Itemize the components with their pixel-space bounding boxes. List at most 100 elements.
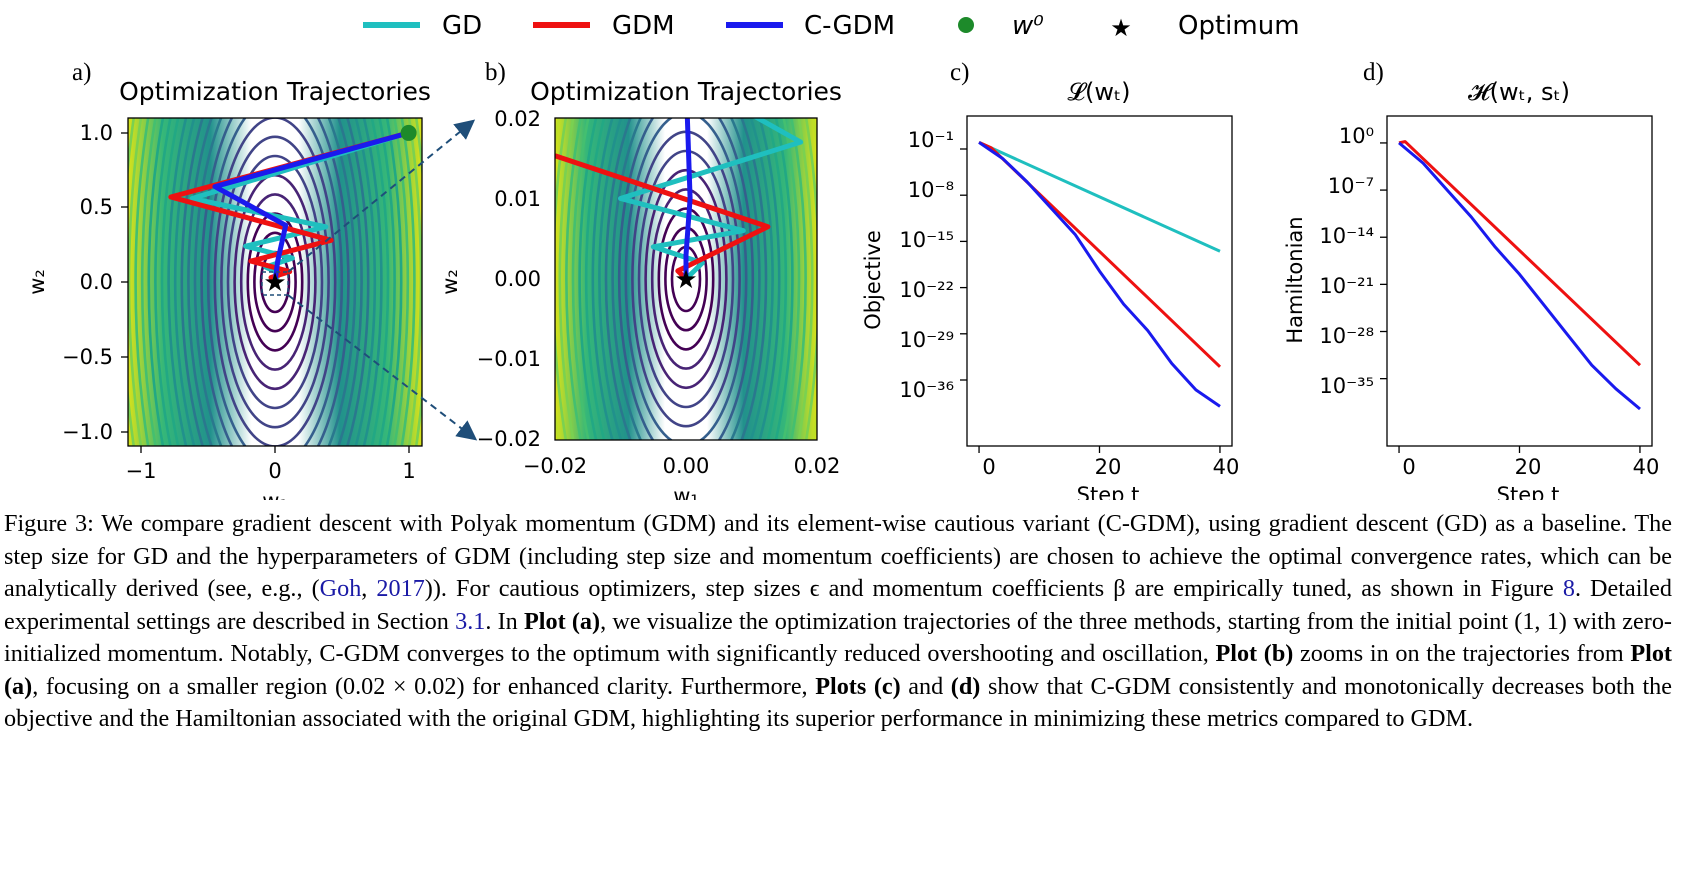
contour-line bbox=[591, 118, 781, 440]
panel-b-trajectories: ★ bbox=[555, 118, 804, 295]
y-tick-label: −0.02 bbox=[477, 427, 541, 451]
contour-line bbox=[598, 118, 774, 440]
trajectory-gdm bbox=[555, 153, 771, 281]
panel-a-axes: −1 0 1 1.0 0.5 0.0 −0.5 −1.0 w₁ w₂ bbox=[25, 121, 416, 500]
trajectory-gd bbox=[618, 118, 804, 281]
contour-line bbox=[611, 118, 761, 440]
x-tick-label: −1 bbox=[126, 459, 157, 483]
panel-d-title: 𝓗(wₜ, sₜ) bbox=[1468, 78, 1570, 106]
contour-line bbox=[140, 118, 410, 446]
caption-text: Figure 3: We compare gradient descent wi… bbox=[4, 510, 1672, 602]
line-c-gdm bbox=[978, 141, 1221, 408]
legend-w0-label: w⁰ bbox=[1012, 11, 1044, 41]
panel-a: a) Optimization Trajectories ★ −1 0 1 1.… bbox=[25, 59, 431, 500]
panel-a-contours bbox=[128, 118, 422, 446]
contour-line bbox=[187, 118, 363, 446]
x-tick-label: 20 bbox=[1095, 455, 1122, 479]
legend-cgdm-label: C-GDM bbox=[804, 11, 895, 41]
panel-c-frame bbox=[966, 115, 1233, 447]
y-tick-label: 10⁻⁸ bbox=[908, 178, 954, 202]
panel-a-letter: a) bbox=[72, 59, 91, 86]
line-gd bbox=[978, 141, 1221, 253]
y-tick-label: 1.0 bbox=[80, 121, 113, 145]
x-tick-label: 40 bbox=[1213, 455, 1240, 479]
contour-line bbox=[147, 118, 403, 446]
panel-a-title: Optimization Trajectories bbox=[119, 77, 431, 106]
panel-d-letter: d) bbox=[1363, 59, 1384, 86]
citation-link-goh[interactable]: Goh bbox=[319, 575, 362, 602]
y-tick-label: 10⁻¹ bbox=[908, 128, 954, 152]
panel-b-contours bbox=[555, 118, 817, 440]
contour-line bbox=[578, 118, 794, 440]
caption-bold: Plots (c) bbox=[815, 672, 901, 700]
caption-text: , we visualize the optimization trajecto… bbox=[4, 607, 1672, 668]
contour-line bbox=[657, 207, 715, 351]
panel-d-lines bbox=[1398, 140, 1642, 411]
citation-link-year[interactable]: 2017 bbox=[376, 575, 425, 602]
x-tick-label: 0.00 bbox=[663, 454, 710, 478]
caption-text: . Detailed experimental settings are des… bbox=[4, 575, 1672, 635]
zoom-arrow-top bbox=[287, 119, 476, 273]
y-tick-label: 10⁻³⁶ bbox=[899, 378, 954, 402]
x-tick-label: 1 bbox=[402, 459, 415, 483]
y-tick-label: −1.0 bbox=[62, 420, 113, 444]
x-axis-label: Step t bbox=[1077, 483, 1140, 500]
x-tick-label: 0 bbox=[268, 459, 281, 483]
contour-line bbox=[239, 193, 311, 371]
y-axis-label: Hamiltonian bbox=[1283, 216, 1307, 343]
contour-line bbox=[160, 118, 390, 446]
figure-caption: Figure 3: We compare gradient descent wi… bbox=[4, 508, 1672, 736]
y-tick-label: 10⁻²⁸ bbox=[1319, 324, 1374, 348]
panel-c-letter: c) bbox=[950, 59, 969, 86]
legend: GD GDM C-GDM w⁰ ★ Optimum bbox=[363, 11, 1300, 42]
contour-line bbox=[253, 231, 297, 333]
contour-line bbox=[200, 118, 350, 446]
caption-text: )). For cautious optimizers, step sizes … bbox=[424, 575, 1563, 602]
contour-line bbox=[558, 118, 814, 440]
y-axis-label: w₂ bbox=[438, 269, 462, 295]
panel-b-frame bbox=[554, 117, 818, 441]
x-tick-label: 0 bbox=[982, 455, 995, 479]
legend-optimum-marker: ★ bbox=[1110, 14, 1132, 42]
figure-link-8[interactable]: 8 bbox=[1562, 575, 1575, 602]
y-tick-label: 0.0 bbox=[80, 270, 113, 294]
legend-optimum-label: Optimum bbox=[1178, 11, 1300, 41]
y-tick-label: 10⁰ bbox=[1339, 124, 1374, 148]
x-axis-label: w₁ bbox=[262, 489, 288, 500]
caption-bold: (d) bbox=[950, 672, 981, 700]
contour-line bbox=[220, 135, 330, 429]
y-tick-label: 10⁻²⁹ bbox=[899, 328, 954, 352]
contour-line bbox=[173, 118, 377, 446]
section-link-3-1[interactable]: 3.1 bbox=[455, 607, 486, 635]
x-tick-label: 0 bbox=[1402, 455, 1415, 479]
w0-marker bbox=[400, 124, 417, 141]
y-tick-label: 0.01 bbox=[494, 187, 541, 211]
panel-c-axes: 0 20 40 10⁻¹ 10⁻⁸ 10⁻¹⁵ 10⁻²² 10⁻²⁹ 10⁻³… bbox=[861, 128, 1239, 500]
y-tick-label: 10⁻¹⁵ bbox=[899, 228, 954, 252]
y-tick-label: 0.5 bbox=[80, 195, 113, 219]
caption-text: and bbox=[900, 672, 951, 700]
contour-line bbox=[617, 118, 755, 440]
panel-c-lines bbox=[978, 141, 1222, 408]
contour-line bbox=[193, 118, 357, 446]
contour-line bbox=[624, 118, 748, 440]
caption-text: , focusing on a smaller region (0.02 × 0… bbox=[32, 672, 816, 700]
panel-d-axes: 0 20 40 10⁰ 10⁻⁷ 10⁻¹⁴ 10⁻²¹ 10⁻²⁸ 10⁻³⁵… bbox=[1283, 124, 1659, 500]
contour-line bbox=[604, 118, 768, 440]
line-c-gdm bbox=[1398, 141, 1641, 411]
panel-d: d) 𝓗(wₜ, sₜ) 0 20 40 10⁰ 10⁻⁷ 10⁻¹⁴ 10⁻²… bbox=[1283, 59, 1659, 500]
contour-line bbox=[226, 154, 324, 410]
y-tick-label: −0.01 bbox=[477, 347, 541, 371]
contour-line bbox=[565, 118, 807, 440]
panel-b-title: Optimization Trajectories bbox=[530, 77, 842, 106]
y-tick-label: 10⁻⁷ bbox=[1328, 174, 1374, 198]
contour-line bbox=[154, 118, 396, 446]
panel-a-trajectories: ★ bbox=[168, 124, 417, 298]
contour-line bbox=[650, 188, 722, 370]
contour-line bbox=[213, 118, 337, 446]
x-axis-label: Step t bbox=[1497, 483, 1560, 500]
y-tick-label: 10⁻²² bbox=[899, 278, 954, 302]
contour-line bbox=[571, 118, 801, 440]
contour-line bbox=[644, 168, 728, 390]
legend-w0-marker bbox=[958, 17, 974, 33]
